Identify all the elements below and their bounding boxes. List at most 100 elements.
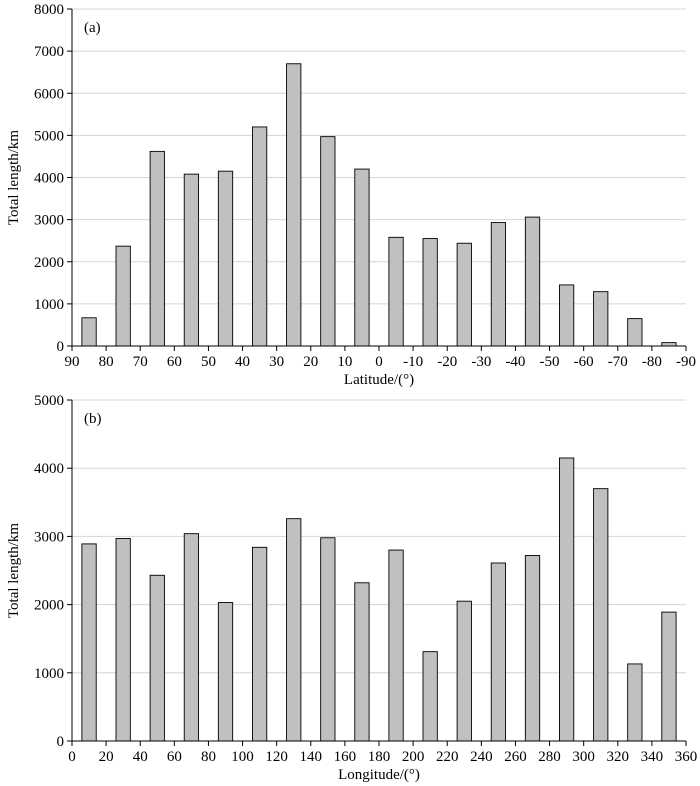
bar-15: -50 to -60: 1450	[559, 284, 575, 347]
x-tick-label: 50	[201, 354, 216, 370]
panel-b-bars: 0 to 20: 2890 20 to 40: 2970 40 to 60: 243…	[81, 457, 677, 742]
x-tick-label: 120	[265, 749, 288, 765]
x-tick-label: 140	[300, 749, 323, 765]
bar-14: -40 to -50: 3060	[524, 216, 541, 347]
bar-7: 30 to 20: 6700	[286, 63, 302, 347]
bar-15: 280 to 300: 4150	[559, 457, 575, 742]
bar-1: 90 to 80: 670	[81, 317, 97, 347]
x-tick-label: 60	[167, 749, 182, 765]
x-tick-label: 90	[65, 354, 80, 370]
panel-b-y-ticks: 0 1000 2000 3000 4000 5000	[34, 393, 72, 750]
bar-3: 70 to 60: 4620	[149, 150, 165, 347]
x-tick-label: 200	[402, 749, 425, 765]
panel-b-y-axis-title: Total length/km	[6, 523, 22, 619]
x-tick-label: 40	[235, 354, 250, 370]
x-tick-label: 30	[269, 354, 284, 370]
x-tick-label: -20	[437, 354, 457, 370]
bar-11: 200 to 220: 1310	[422, 651, 438, 742]
bar-1: 0 to 20: 2890	[81, 543, 97, 742]
x-tick-label: 300	[572, 749, 595, 765]
panel-a-x-axis-title: Latitude/(°)	[344, 372, 414, 388]
x-tick-label: 340	[641, 749, 664, 765]
bar-14: 260 to 280: 2720	[524, 555, 541, 742]
x-tick-label: 260	[504, 749, 527, 765]
y-tick-label: 6000	[34, 86, 64, 102]
panel-b-label: (b)	[84, 411, 102, 427]
x-tick-label: -90	[676, 354, 696, 370]
bar-17: -70 to -80: 650	[627, 318, 643, 347]
bar-12: 220 to 240: 2050	[456, 600, 472, 742]
x-tick-label: 100	[231, 749, 254, 765]
bar-10: 180 to 200: 2800	[388, 549, 404, 742]
bar-8: 140 to 160: 2980	[320, 537, 336, 742]
y-tick-label: 0	[57, 339, 65, 355]
x-tick-label: 180	[368, 749, 391, 765]
panel-a-label: (a)	[84, 20, 101, 36]
bar-16: 300 to 320: 3700	[593, 488, 609, 742]
panel-a-y-ticks: 0 1000 2000 3000 4000 5000 6000 7000 8000	[34, 2, 72, 355]
x-tick-label: 10	[337, 354, 352, 370]
bar-9: 160 to 180: 2320	[354, 582, 370, 742]
bar-10: 0 to -10: 2580	[388, 236, 404, 347]
bar-5: 80 to 100: 2030	[217, 602, 234, 742]
y-tick-label: 8000	[34, 2, 64, 18]
bar-8: 20 to 10: 4970	[320, 136, 336, 347]
x-tick-label: 0	[375, 354, 383, 370]
x-tick-label: 320	[607, 749, 630, 765]
y-tick-label: 0	[57, 734, 65, 750]
panel-a-gridlines	[72, 8, 686, 305]
x-tick-label: 0	[68, 749, 76, 765]
x-tick-label: 240	[470, 749, 493, 765]
bar-2: 80 to 70: 2370	[115, 245, 131, 347]
bar-4: 60 to 50: 4080	[183, 173, 200, 347]
panel-b-gridlines	[72, 399, 686, 674]
x-tick-label: 60	[167, 354, 182, 370]
x-tick-label: 360	[675, 749, 698, 765]
y-tick-label: 2000	[34, 598, 64, 614]
y-tick-label: 7000	[34, 44, 64, 60]
y-tick-label: 4000	[34, 171, 64, 187]
bar-2: 20 to 40: 2970	[115, 538, 131, 742]
bar-6: 100 to 120: 2840	[251, 546, 268, 742]
x-tick-label: -80	[642, 354, 662, 370]
bar-17: 320 to 340: 1130	[627, 663, 643, 742]
x-tick-label: 20	[99, 749, 114, 765]
bar-5: 50 to 40: 4150	[217, 170, 234, 347]
y-tick-label: 3000	[34, 529, 64, 545]
x-tick-label: -10	[403, 354, 423, 370]
bar-16: -60 to -70: 1290	[593, 291, 609, 347]
x-tick-label: 80	[201, 749, 216, 765]
x-tick-label: 280	[538, 749, 561, 765]
x-tick-label: 160	[334, 749, 357, 765]
x-tick-label: -30	[471, 354, 491, 370]
x-tick-label: 80	[99, 354, 114, 370]
bar-9: 10 to 0: 4200	[354, 168, 370, 347]
y-tick-label: 1000	[34, 666, 64, 682]
x-tick-label: -70	[608, 354, 628, 370]
panel-b-longitude-chart: 0 to 20: 2890 20 to 40: 2970 40 to 60: 243…	[6, 393, 697, 783]
panel-a-latitude-chart: 90 to 80: 670 80 to 70: 2370 70 to 60: 462…	[6, 2, 696, 388]
bar-6: 40 to 30: 5200	[251, 126, 268, 347]
bar-18: 340 to 360: 1890	[661, 611, 677, 742]
bar-13: -30 to -40: 2930	[490, 222, 507, 347]
bar-11: -10 to -20: 2550	[422, 238, 438, 347]
panel-b-x-axis-title: Longitude/(°)	[338, 767, 420, 783]
x-tick-label: -40	[505, 354, 525, 370]
bar-4: 60 to 80: 3040	[183, 533, 200, 742]
y-tick-label: 1000	[34, 297, 64, 313]
x-tick-label: 220	[436, 749, 459, 765]
bar-12: -20 to -30: 2440	[456, 242, 472, 347]
y-tick-label: 5000	[34, 393, 64, 409]
y-tick-label: 3000	[34, 213, 64, 229]
panel-a-x-ticks: 90 80 70 60 50 40 30 20 10 0 -10 -20 -30 -40 -50 -60 -70…	[65, 346, 696, 370]
bar-18: -80 to -90: 80	[661, 342, 677, 347]
x-tick-label: 40	[133, 749, 148, 765]
x-tick-label: -50	[540, 354, 560, 370]
y-tick-label: 4000	[34, 461, 64, 477]
y-tick-label: 2000	[34, 255, 64, 271]
bar-3: 40 to 60: 2430	[149, 574, 165, 742]
x-tick-label: -60	[574, 354, 594, 370]
bar-13: 240 to 260: 2610	[490, 562, 507, 742]
panel-a-y-axis-title: Total length/km	[6, 130, 22, 226]
